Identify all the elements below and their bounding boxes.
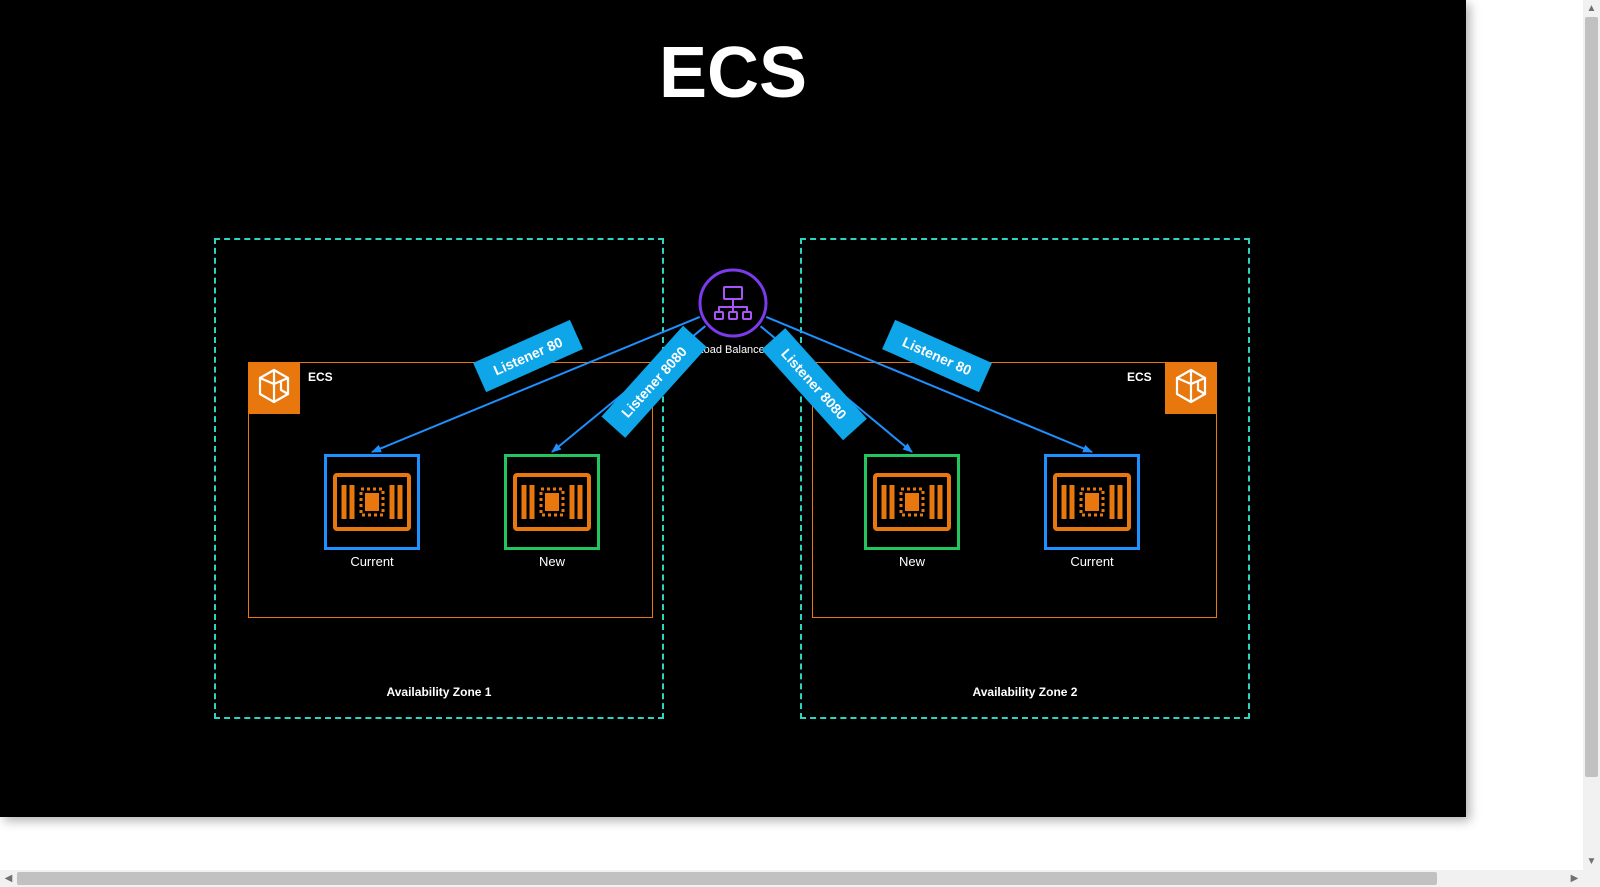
container-current-az1 bbox=[324, 454, 420, 550]
scroll-corner bbox=[1583, 870, 1600, 887]
diagram-canvas: ECS Availability Zone 1 ECS Availability… bbox=[0, 0, 1466, 817]
horizontal-scrollbar[interactable]: ◀ ▶ bbox=[0, 870, 1583, 887]
container-current-az2 bbox=[1044, 454, 1140, 550]
container-new-az2 bbox=[864, 454, 960, 550]
availability-zone-1-label: Availability Zone 1 bbox=[216, 685, 662, 699]
scroll-up-arrow[interactable]: ▲ bbox=[1583, 0, 1600, 17]
vertical-scrollbar[interactable]: ▲ ▼ bbox=[1583, 0, 1600, 870]
scroll-down-arrow[interactable]: ▼ bbox=[1583, 853, 1600, 870]
container-current-az2-label: Current bbox=[1044, 554, 1140, 569]
availability-zone-2-label: Availability Zone 2 bbox=[802, 685, 1248, 699]
vertical-scroll-thumb[interactable] bbox=[1585, 17, 1598, 777]
load-balancer-icon bbox=[697, 267, 769, 339]
container-new-az1 bbox=[504, 454, 600, 550]
scroll-left-arrow[interactable]: ◀ bbox=[0, 870, 17, 887]
container-new-az1-label: New bbox=[504, 554, 600, 569]
ecs-cluster-1-label: ECS bbox=[308, 370, 333, 384]
scroll-right-arrow[interactable]: ▶ bbox=[1566, 870, 1583, 887]
ecs-icon bbox=[1165, 362, 1217, 414]
ecs-cluster-2-label: ECS bbox=[1127, 370, 1152, 384]
horizontal-scroll-thumb[interactable] bbox=[17, 872, 1437, 885]
container-new-az2-label: New bbox=[864, 554, 960, 569]
container-current-az1-label: Current bbox=[324, 554, 420, 569]
ecs-icon bbox=[248, 362, 300, 414]
diagram-title: ECS bbox=[0, 32, 1466, 114]
